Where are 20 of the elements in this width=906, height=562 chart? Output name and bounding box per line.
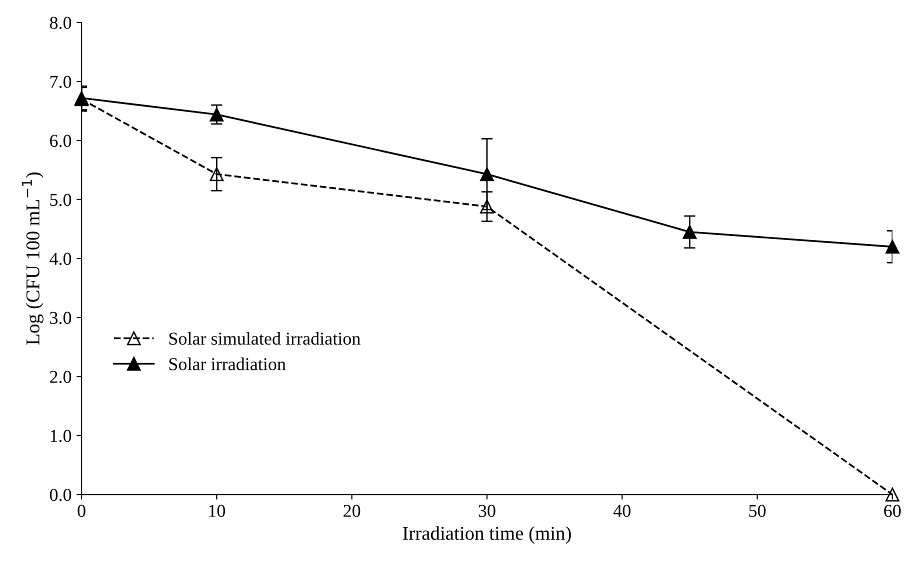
y-tick-label: 8.0: [50, 16, 72, 29]
y-axis-title: Log (CFU 100 mL$^{−1}$): [22, 172, 44, 345]
x-tick-label: 40: [613, 504, 630, 517]
y-tick-label: 6.0: [50, 134, 72, 148]
x-tick-label: 50: [749, 504, 766, 517]
y-tick-label: 3.0: [50, 312, 72, 324]
legend-label: Solar simulated irradiation: [169, 332, 360, 345]
y-tick-label: 0.0: [50, 488, 72, 502]
x-tick-label: 10: [209, 504, 226, 517]
legend-label: Solar irradiation: [169, 358, 286, 370]
y-tick-label: 1.0: [50, 430, 72, 442]
x-tick-label: 20: [344, 504, 360, 517]
x-axis-title: Irradiation time (min): [402, 526, 571, 544]
y-tick-label: 4.0: [50, 252, 72, 266]
y-tick-label: 5.0: [50, 194, 72, 206]
y-tick-label: 2.0: [50, 370, 72, 384]
x-tick-label: 0: [78, 504, 86, 517]
x-tick-label: 30: [478, 504, 496, 517]
y-tick-label: 7.0: [50, 76, 72, 88]
x-tick-label: 60: [884, 504, 901, 517]
